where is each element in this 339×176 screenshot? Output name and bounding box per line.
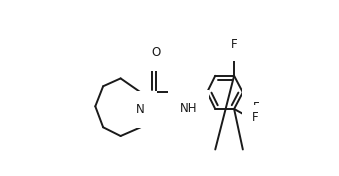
Text: F: F bbox=[253, 101, 260, 114]
Text: F: F bbox=[231, 37, 237, 50]
Text: N: N bbox=[136, 103, 145, 116]
Text: F: F bbox=[231, 38, 237, 51]
Text: O: O bbox=[151, 46, 160, 59]
Text: F: F bbox=[252, 111, 258, 124]
Text: NH: NH bbox=[180, 102, 197, 115]
